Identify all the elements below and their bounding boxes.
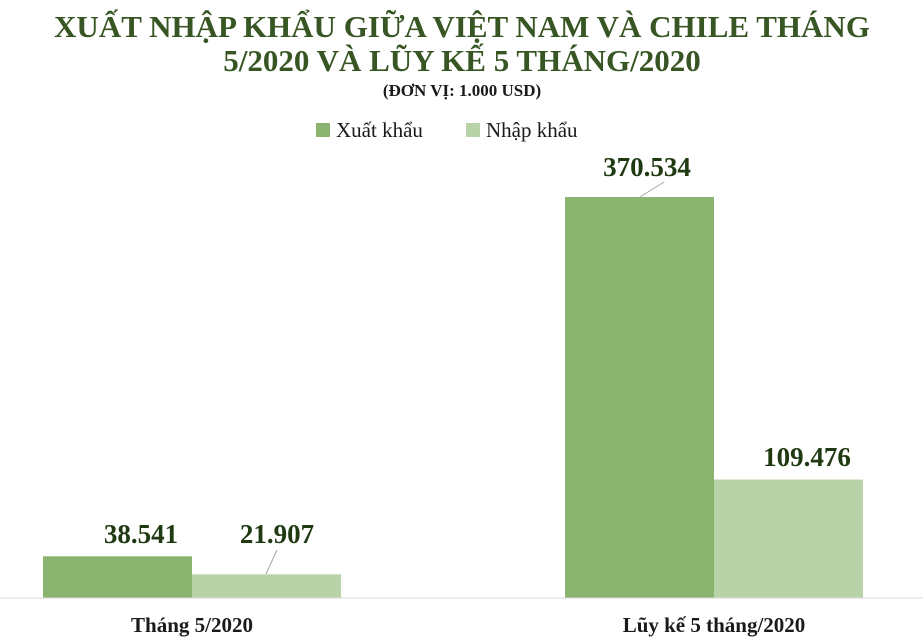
value-label-nhap-khau-thang-5: 21.907: [240, 519, 314, 549]
category-labels-group: Tháng 5/2020 Lũy kế 5 tháng/2020: [131, 613, 805, 637]
legend-label-nhap-khau: Nhập khẩu: [486, 118, 578, 142]
value-labels-group: 38.541 21.907 370.534 109.476: [104, 152, 851, 549]
chart-title-line1: XUẤT NHẬP KHẨU GIỮA VIỆT NAM VÀ CHILE TH…: [54, 8, 870, 44]
value-label-xuat-khau-luy-ke: 370.534: [603, 152, 691, 182]
bar-nhap-khau-thang-5: [192, 574, 341, 598]
chart-title: XUẤT NHẬP KHẨU GIỮA VIỆT NAM VÀ CHILE TH…: [54, 8, 870, 78]
chart-subtitle: (ĐƠN VỊ: 1.000 USD): [383, 81, 541, 100]
category-label-thang-5: Tháng 5/2020: [131, 613, 253, 637]
bar-xuat-khau-luy-ke: [565, 197, 714, 598]
bars-group: [43, 197, 863, 598]
legend-swatch-xuat-khau: [316, 123, 330, 137]
leader-line-xuat-khau-luy-ke: [639, 181, 665, 198]
bar-nhap-khau-luy-ke: [714, 479, 863, 598]
value-label-xuat-khau-thang-5: 38.541: [104, 519, 178, 549]
legend-swatch-nhap-khau: [466, 123, 480, 137]
value-label-nhap-khau-luy-ke: 109.476: [763, 442, 851, 472]
chart-title-line2: 5/2020 VÀ LŨY KẾ 5 THÁNG/2020: [223, 42, 700, 78]
category-label-luy-ke: Lũy kế 5 tháng/2020: [623, 613, 806, 637]
leader-lines-group: [265, 181, 665, 575]
legend-label-xuat-khau: Xuất khẩu: [336, 118, 423, 142]
bar-xuat-khau-thang-5: [43, 556, 192, 598]
chart-legend: Xuất khẩu Nhập khẩu: [316, 118, 578, 142]
leader-line-nhap-khau-thang-5: [265, 549, 278, 575]
